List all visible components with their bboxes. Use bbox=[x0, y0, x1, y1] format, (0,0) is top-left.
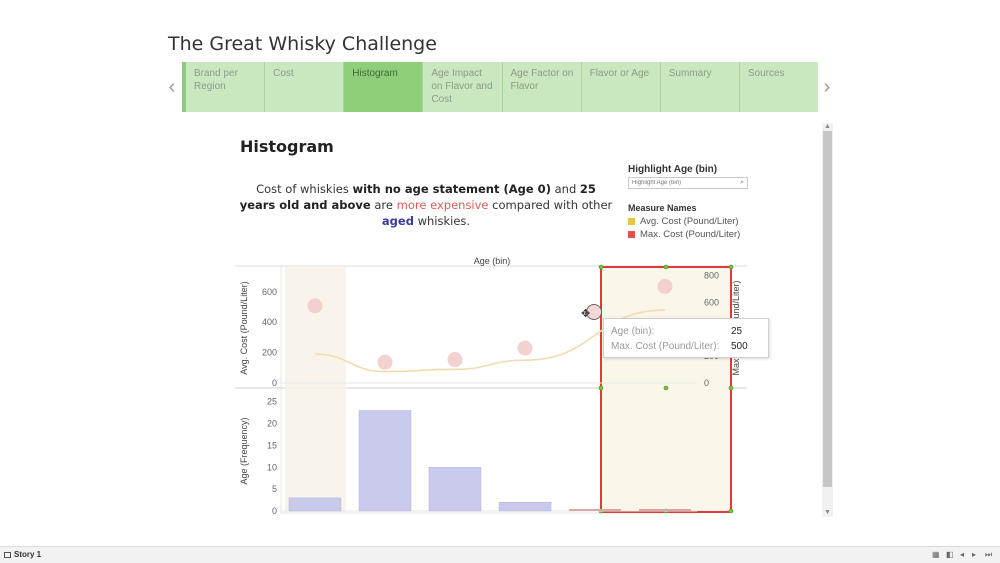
story-point-brand-per-region[interactable]: Brand per Region bbox=[182, 62, 264, 112]
selection-handle bbox=[728, 385, 734, 391]
tooltip-row-age: Age (bin): 25 bbox=[611, 324, 761, 339]
previous-point-icon[interactable]: ‹ bbox=[168, 76, 176, 98]
tick-frequency-25: 25 bbox=[267, 397, 277, 407]
frequency-bar-15 bbox=[498, 502, 552, 512]
legend-item-avg-cost[interactable]: Avg. Cost (Pound/Liter) bbox=[628, 216, 739, 227]
legend-title: Measure Names bbox=[628, 203, 697, 213]
max-cost-point-25 bbox=[657, 278, 673, 294]
tick-frequency-10: 10 bbox=[267, 462, 277, 472]
sheet-scrollbar[interactable]: ▲ ▼ bbox=[822, 123, 833, 517]
story-point-age-factor[interactable]: Age Factor on Flavor bbox=[501, 62, 581, 112]
tick-frequency-15: 15 bbox=[267, 440, 277, 450]
avg-cost-line bbox=[314, 309, 666, 373]
tick-max-cost-600: 600 bbox=[704, 298, 719, 308]
grid-view-icon[interactable]: ▦ bbox=[932, 550, 940, 559]
scroll-up-icon[interactable]: ▲ bbox=[824, 123, 831, 130]
story-point-histogram[interactable]: Histogram bbox=[343, 62, 423, 112]
scroll-down-icon[interactable]: ▼ bbox=[824, 509, 831, 516]
story-point-summary[interactable]: Summary bbox=[659, 62, 739, 112]
histogram-chart[interactable]: Age (bin) Avg. Cost (Pound/Liter) Max. C… bbox=[230, 253, 750, 518]
selection-handle bbox=[663, 264, 669, 270]
legend-label-avg-cost: Avg. Cost (Pound/Liter) bbox=[640, 216, 739, 227]
tooltip-key-age: Age (bin): bbox=[611, 326, 655, 337]
tick-avg-cost-200: 200 bbox=[262, 348, 277, 358]
selection-handle bbox=[663, 385, 669, 391]
tooltip-value-age: 25 bbox=[731, 326, 743, 337]
tick-avg-cost-0: 0 bbox=[272, 378, 277, 388]
tick-max-cost-800: 800 bbox=[704, 271, 719, 281]
tooltip-value-max-cost: 500 bbox=[731, 341, 748, 352]
story-icon bbox=[4, 551, 11, 558]
selection-handle bbox=[728, 508, 734, 514]
legend-swatch-avg-cost bbox=[628, 218, 635, 225]
y-axis-title-frequency: Age (Frequency) bbox=[239, 417, 249, 484]
hovered-point bbox=[586, 304, 602, 320]
sheet-caption: Cost of whiskies with no age statement (… bbox=[239, 182, 613, 228]
scroll-thumb[interactable] bbox=[823, 131, 832, 487]
last-sheet-icon[interactable]: ⏭ bbox=[985, 550, 993, 559]
legend-label-max-cost: Max. Cost (Pound/Liter) bbox=[640, 229, 741, 240]
tick-avg-cost-600: 600 bbox=[262, 287, 277, 297]
next-sheet-icon[interactable]: ▸ bbox=[972, 550, 977, 559]
tooltip-row-max-cost: Max. Cost (Pound/Liter): 500 bbox=[611, 339, 761, 354]
story-point-sources[interactable]: Sources bbox=[738, 62, 818, 112]
legend-swatch-max-cost bbox=[628, 231, 635, 238]
frequency-bar-20 bbox=[569, 509, 621, 511]
selection-handle bbox=[598, 385, 604, 391]
chart-tooltip: Age (bin): 25 Max. Cost (Pound/Liter): 5… bbox=[603, 318, 769, 358]
legend-item-max-cost[interactable]: Max. Cost (Pound/Liter) bbox=[628, 229, 740, 240]
bottom-bar: Story 1 ▦ ◧ ◂ ▸ ⏭ bbox=[0, 546, 1000, 563]
frequency-bar-5 bbox=[358, 410, 412, 512]
tooltip-key-max-cost: Max. Cost (Pound/Liter): bbox=[611, 341, 720, 352]
frequency-bar-0 bbox=[288, 497, 342, 512]
highlight-age-input[interactable]: ⌕ bbox=[628, 177, 748, 189]
column-header: Age (bin) bbox=[474, 256, 511, 266]
story-point-flavor-or-age[interactable]: Flavor or Age bbox=[580, 62, 660, 112]
max-cost-point-0 bbox=[307, 298, 323, 314]
tick-frequency-20: 20 bbox=[267, 419, 277, 429]
sheet-view-icon[interactable]: ◧ bbox=[946, 550, 954, 559]
frequency-bar-25 bbox=[639, 509, 691, 511]
tick-max-cost-0: 0 bbox=[704, 378, 709, 388]
cursor-icon: ✥ bbox=[581, 308, 590, 320]
tick-avg-cost-400: 400 bbox=[262, 317, 277, 327]
selection-handle bbox=[598, 264, 604, 270]
story-tab-label: Story 1 bbox=[14, 550, 42, 559]
highlight-filter-title: Highlight Age (bin) bbox=[628, 164, 718, 175]
tick-frequency-0: 0 bbox=[272, 506, 277, 516]
y-axis-title-avg-cost: Avg. Cost (Pound/Liter) bbox=[239, 281, 249, 374]
max-cost-point-10 bbox=[447, 352, 463, 368]
story-point-cost[interactable]: Cost bbox=[264, 62, 343, 112]
story-tab[interactable]: Story 1 bbox=[4, 550, 41, 559]
highlight-age-field[interactable] bbox=[632, 180, 736, 186]
max-cost-point-5 bbox=[377, 354, 393, 370]
next-point-icon[interactable]: › bbox=[823, 76, 831, 98]
story-point-age-impact[interactable]: Age Impact on Flavor and Cost bbox=[422, 62, 501, 112]
story-title: The Great Whisky Challenge bbox=[168, 33, 437, 55]
search-icon: ⌕ bbox=[740, 179, 744, 186]
selection-handle bbox=[728, 264, 734, 270]
max-cost-point-15 bbox=[517, 340, 533, 356]
prev-sheet-icon[interactable]: ◂ bbox=[960, 550, 965, 559]
sheet-title: Histogram bbox=[240, 137, 334, 156]
story-navigator: Brand per Region Cost Histogram Age Impa… bbox=[182, 62, 818, 112]
frequency-bar-10 bbox=[428, 467, 482, 512]
tick-frequency-5: 5 bbox=[272, 484, 277, 494]
